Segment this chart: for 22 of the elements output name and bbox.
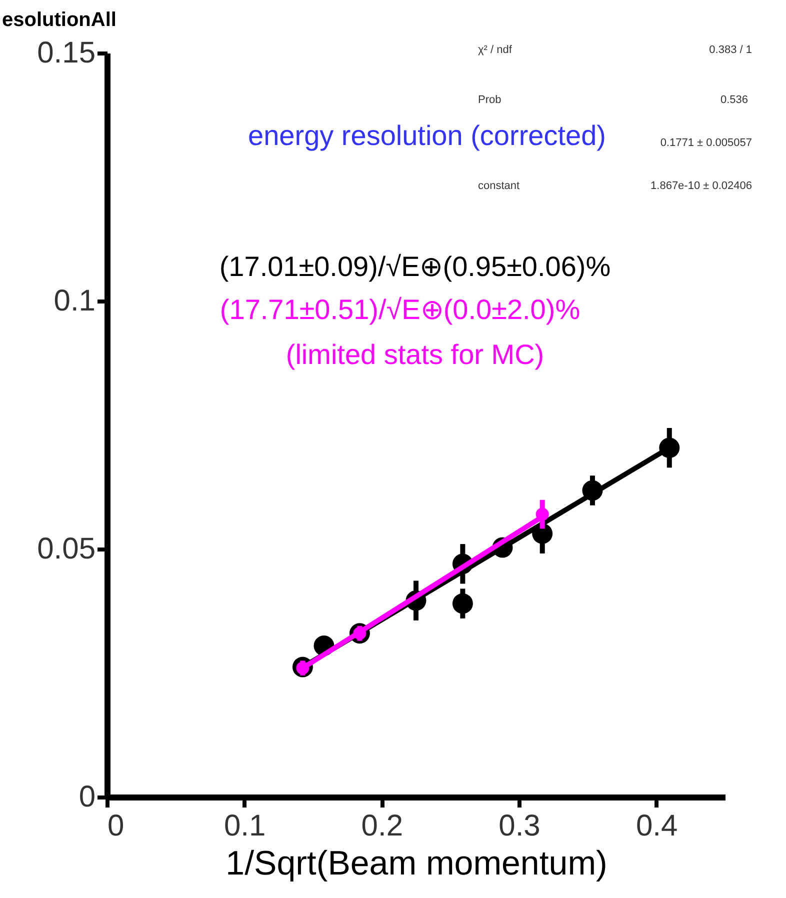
annotation: energy resolution (corrected) <box>248 120 606 151</box>
annotation: χ² / ndf <box>478 44 513 56</box>
x-tick-label: 0 <box>108 810 124 842</box>
y-tick-label: 0.05 <box>37 532 96 566</box>
x-tick-label: 0.2 <box>361 810 404 842</box>
annotation: 0.383 / 1 <box>709 44 752 56</box>
y-tick-label: 0.15 <box>37 36 96 70</box>
annotation: 0.536 <box>720 94 748 106</box>
annotation: constant <box>478 180 520 192</box>
annotation: Prob <box>478 94 502 106</box>
x-axis-title: 1/Sqrt(Beam momentum) <box>226 844 608 882</box>
annotation: (limited stats for MC) <box>286 339 544 370</box>
x-tick-label: 0.3 <box>498 810 540 842</box>
y-tick-label: 0 <box>78 780 96 814</box>
x-tick-label: 0.4 <box>636 810 678 842</box>
annotation: (17.71±0.51)/√E⊕(0.0±2.0)% <box>220 294 580 325</box>
chart-title: esolutionAll <box>2 9 116 31</box>
x-tick-label: 0.1 <box>224 810 266 842</box>
annotation: 1.867e-10 ± 0.02406 <box>650 180 752 192</box>
y-tick-label: 0.1 <box>54 284 96 318</box>
annotation: 0.1771 ± 0.005057 <box>660 137 752 149</box>
annotation: (17.01±0.09)/√E⊕(0.95±0.06)% <box>219 251 611 282</box>
